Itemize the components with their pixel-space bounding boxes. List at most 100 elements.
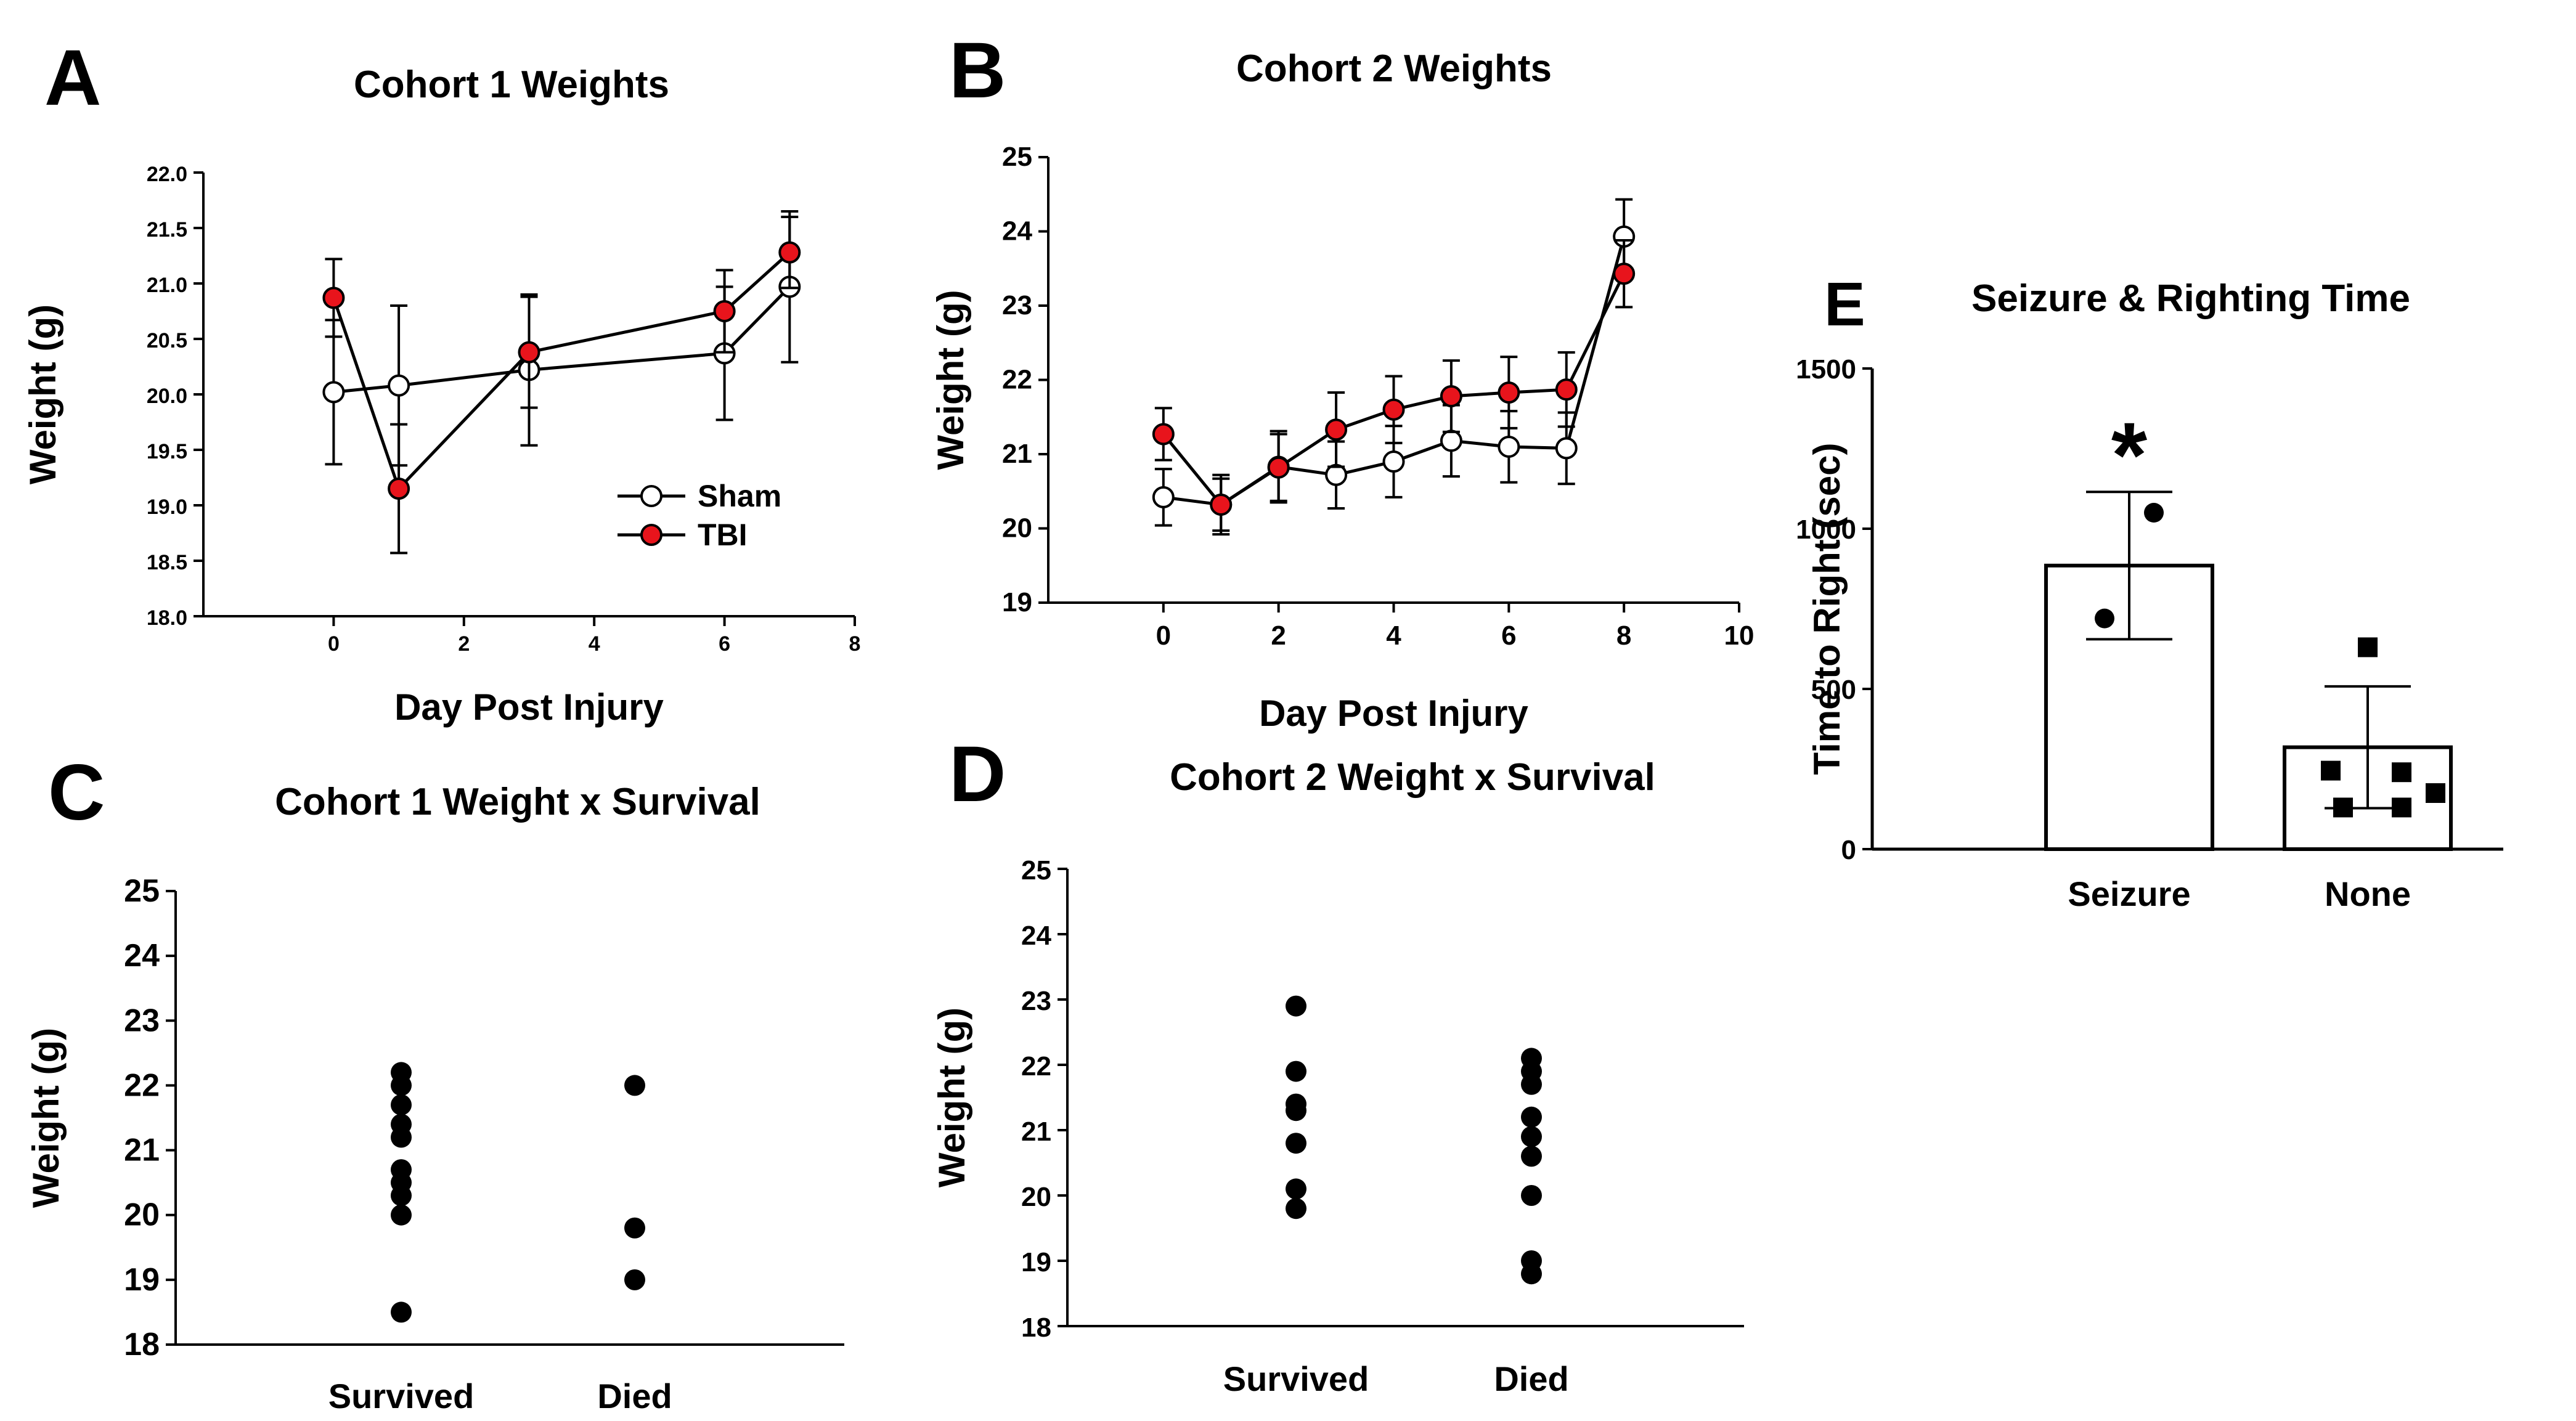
data-point [713, 300, 736, 322]
y-tick-label: 20 [1002, 513, 1032, 544]
data-point [322, 381, 345, 404]
x-tick-label: 0 [1156, 621, 1171, 651]
y-tick-label: 19 [124, 1262, 160, 1298]
data-point [1440, 430, 1462, 452]
data-point [322, 287, 345, 309]
data-point [1555, 437, 1578, 460]
data-point [2392, 797, 2411, 818]
y-tick-label: 18 [124, 1327, 160, 1362]
y-axis-label: Weight (g) [930, 290, 971, 470]
data-point [391, 1075, 412, 1096]
data-point [1382, 398, 1405, 421]
y-tick-label: 24 [1002, 216, 1032, 246]
data-point [1286, 1198, 1306, 1219]
legend-marker [640, 524, 662, 546]
x-tick-label: 2 [458, 632, 470, 656]
y-tick-label: 23 [1021, 986, 1051, 1016]
y-tick-label: 20 [124, 1197, 160, 1233]
data-point [1521, 1263, 1542, 1285]
panel-d: D Cohort 2 Weight x Survival 18 19 20 21 22 2… [931, 730, 1744, 1398]
x-axis-label: Day Post Injury [394, 686, 664, 728]
y-tick-label: 19.5 [147, 440, 187, 463]
data-point [2333, 797, 2353, 818]
x-axis-label: Day Post Injury [1259, 693, 1528, 734]
x-tick-label: 4 [589, 632, 600, 656]
y-axis-label: Weight (g) [22, 304, 63, 484]
data-point [1440, 385, 1462, 408]
panel-d-title: Cohort 2 Weight x Survival [1170, 756, 1655, 799]
x-tick-label: 10 [1724, 621, 1755, 651]
series-died [1521, 1048, 1542, 1285]
data-point [391, 1094, 412, 1115]
panel-letter-e: E [1824, 270, 1865, 339]
data-point [1382, 450, 1405, 473]
y-tick-label: 21 [1021, 1117, 1051, 1147]
x-tick-label: 8 [1616, 621, 1631, 651]
x-tick-label: 4 [1386, 621, 1401, 651]
y-tick-label: 20 [1021, 1182, 1051, 1212]
data-point [1521, 1126, 1542, 1147]
y-tick-label: 21 [1002, 439, 1032, 469]
data-point [1267, 456, 1290, 479]
data-point [778, 241, 801, 264]
data-point [1325, 418, 1348, 441]
data-point [2358, 637, 2378, 658]
y-tick-label: 22 [1021, 1051, 1051, 1081]
data-point [624, 1269, 645, 1290]
y-tick-label: 18 [1021, 1313, 1051, 1343]
y-axis-label: Weight (g) [931, 1008, 972, 1187]
series-survived [391, 1062, 412, 1323]
y-tick-label: 18.5 [147, 551, 187, 574]
y-tick-label: 25 [1021, 855, 1051, 886]
y-tick-label: 500 [1811, 675, 1856, 705]
panel-c-title: Cohort 1 Weight x Survival [275, 781, 760, 823]
y-axis-label: Weight (g) [25, 1028, 67, 1208]
data-point [1286, 995, 1306, 1017]
panel-c: C Cohort 1 Weight x Survival 18 19 20 21 22 2… [25, 749, 844, 1415]
panel-letter-c: C [48, 749, 105, 837]
y-tick-label: 18.0 [147, 606, 187, 630]
y-tick-label: 21.5 [147, 218, 187, 242]
category-label: Died [1494, 1359, 1568, 1398]
y-tick-label: 22 [124, 1067, 160, 1103]
data-point [1152, 423, 1175, 446]
y-tick-label: 19 [1021, 1247, 1051, 1277]
panel-a-title: Cohort 1 Weights [354, 63, 669, 106]
data-point [624, 1217, 645, 1239]
data-point [1521, 1146, 1542, 1167]
y-tick-label: 19.0 [147, 495, 187, 519]
y-tick-label: 20.5 [147, 329, 187, 352]
category-label: Died [597, 1377, 672, 1415]
data-point [1521, 1106, 1542, 1128]
panel-a: A Cohort 1 Weights 18.0 18.5 19.0 19.5 20.0 2… [22, 34, 860, 728]
y-tick-label: 23 [1002, 290, 1032, 320]
y-tick-label: 21.0 [147, 274, 187, 297]
data-point [1521, 1073, 1542, 1095]
x-tick-label: 6 [1501, 621, 1516, 651]
legend-label: TBI [698, 518, 748, 552]
data-point [1286, 1133, 1306, 1154]
y-tick-label: 23 [124, 1003, 160, 1038]
panel-e: E Seizure & Righting Time 0 500 1000 1500 Ti… [1796, 270, 2503, 913]
panel-e-title: Seizure & Righting Time [1971, 277, 2410, 320]
data-point [1152, 486, 1175, 508]
y-tick-label: 24 [124, 938, 160, 974]
data-point [2392, 762, 2411, 783]
x-tick-label: 8 [849, 632, 861, 656]
data-point [1210, 493, 1233, 516]
data-point [1498, 381, 1520, 404]
data-point [518, 341, 540, 364]
panel-letter-d: D [949, 730, 1006, 818]
category-label: Seizure [2068, 874, 2190, 913]
series-survived [1286, 995, 1306, 1219]
data-point [1286, 1100, 1306, 1122]
y-tick-label: 22 [1002, 365, 1032, 395]
y-tick-label: 25 [1002, 142, 1032, 172]
data-point [391, 1126, 412, 1148]
category-label: None [2325, 874, 2411, 913]
data-point [2426, 783, 2445, 803]
series-died [624, 1075, 645, 1290]
panel-b-title: Cohort 2 Weights [1236, 47, 1552, 90]
